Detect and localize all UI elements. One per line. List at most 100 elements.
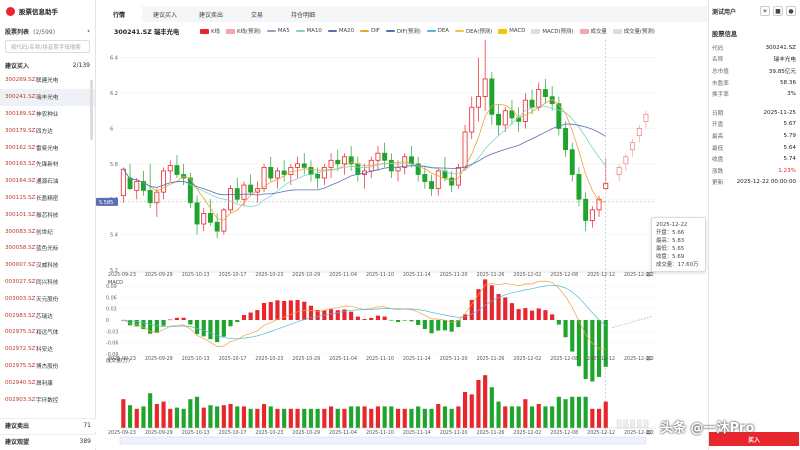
candle-body [502,110,508,126]
legend-item[interactable]: MACD [498,27,525,35]
stock-list-item[interactable]: 002983.SZ 芯瑞达 [0,307,95,324]
macd-bar [469,299,474,320]
macd-bar [148,320,153,334]
macd-bar [288,300,293,320]
legend-item[interactable]: 成交量(预测) [612,27,655,35]
macd-bar [509,303,515,320]
kline-chart[interactable]: 6.46.265.85.65.45.25.5852025-09-232025-0… [96,36,708,450]
lock-icon[interactable]: ■ [773,6,783,16]
stock-list-item[interactable]: 300101.SZ 振芯科技 [0,206,95,223]
stock-list-item[interactable]: 300007.SZ 汉威科技 [0,257,95,274]
stock-list-item[interactable]: 300164.SZ 通源石油 [0,173,95,190]
volume-bar [543,406,548,428]
candle-body [475,96,481,108]
x-tick-label: 2025-12-08 [550,430,578,436]
user-name[interactable]: 测试用户 [712,8,737,16]
macd-bar [154,320,159,333]
stock-list-item[interactable]: 300241.SZ 瑞丰光电 [0,88,95,106]
volume-bar [268,406,273,428]
macd-tick-label: -0.06 [106,341,118,347]
tab-2[interactable]: 建议卖出 [198,11,223,19]
candle-body [241,184,247,200]
user-row: 测试用户 ☀ ■ ● [709,0,800,22]
legend-label: K线 [211,29,220,35]
legend-swatch [295,30,305,32]
legend-item[interactable]: MA10 [295,27,322,35]
x-tick-label: 2025-09-23 [108,430,136,436]
legend-item[interactable]: K线(预测) [225,27,261,35]
zoom-slider [119,436,647,445]
stock-list-item[interactable]: 300115.SZ 长盈精密 [0,190,95,207]
stock-list-item[interactable]: 002972.SZ 科安达 [0,341,95,358]
candle-body [187,177,193,204]
legend-swatch [200,28,209,34]
candle-body [435,170,441,190]
volume-bar [154,404,159,428]
stock-name: 通源石油 [36,179,59,186]
stock-list-item[interactable]: 300189.SZ 神农种业 [0,106,95,123]
stock-list-item[interactable]: 002940.SZ 昂利康 [0,374,95,391]
volume-bar [576,396,582,428]
user-icon[interactable]: ● [786,6,796,16]
stock-list-item[interactable]: 300163.SZ 先锋新材 [0,156,95,173]
macd-bar [248,312,253,320]
legend-item[interactable]: DIF(预测) [385,27,421,35]
volume-bar [181,408,186,428]
stock-search-input[interactable]: 按代码/名称/拼音首字母搜索 [5,40,90,53]
stock-list-item[interactable]: 002975.SZ 和远气体 [0,324,95,341]
tab-1[interactable]: 建议买入 [152,11,177,19]
stock-code: 003027.SZ [5,278,36,285]
stock-name: 长盈精密 [36,195,59,202]
legend-swatch [612,28,622,34]
stock-list-item[interactable]: 300083.SZ 创世纪 [0,223,95,240]
stock-code: 002983.SZ [5,312,36,319]
macd-bar [235,320,240,323]
stock-list-item[interactable]: 300179.SZ 四方达 [0,122,95,139]
legend-item[interactable]: MA20 [327,27,354,35]
x-tick-label: 2025-10-29 [292,272,320,278]
legend-item[interactable]: 成交量 [579,27,607,35]
buy-button[interactable]: 买入 [709,432,799,446]
info-value: 39.85亿元 [768,68,796,75]
stock-list-item[interactable]: 003027.SZ 同兴科技 [0,274,95,291]
dea-line [123,284,607,340]
volume-label: 成交量(万) [106,357,130,364]
volume-bar [509,406,515,428]
macd-bar [416,320,421,325]
info-value: 2025-11-25 [763,109,796,116]
watch-section-header[interactable]: 建议观望 389 [0,434,96,448]
stock-code: 003003.SZ [5,295,36,302]
legend-item[interactable]: K线 [200,27,220,35]
stock-list-item[interactable]: 002975.SZ 博杰股份 [0,358,95,375]
stock-list-item[interactable]: 300058.SZ 蓝色光标 [0,240,95,257]
stock-list-item[interactable]: 002903.SZ 宇环数控 [0,391,95,408]
stock-code: 002975.SZ [5,329,36,336]
price-tick-label: 5.8 [110,162,118,168]
volume-bar [208,405,213,428]
legend-item[interactable]: MACD(预测) [531,27,574,35]
legend-label: K线(预测) [236,29,261,35]
stock-name: 瑞丰光电 [36,95,59,102]
watch-section-title: 建议观望 [5,439,30,446]
x-tick-end: 第2 [646,355,654,362]
buy-section-header[interactable]: 建议买入 2/139 [0,58,95,72]
stock-list-item[interactable]: 300269.SZ 联建光电 [0,72,95,89]
tab-4[interactable]: 持仓明细 [290,11,315,19]
candle-body [482,78,488,98]
legend-item[interactable]: DEA [426,27,449,35]
stock-list-scrollbar[interactable] [90,80,93,140]
collapse-sidebar-icon[interactable]: ‹ [87,27,90,35]
stock-list-item[interactable]: 003003.SZ 天元股份 [0,290,95,307]
sell-section-header[interactable]: 建议卖出 71 [0,418,96,432]
macd-bar [161,320,166,326]
legend-item[interactable]: DIF [360,27,380,35]
chart-stock-label: 300241.SZ 瑞丰光电 [114,29,180,36]
tab-3[interactable]: 交易 [250,11,263,19]
volume-bar [536,404,541,428]
legend-item[interactable]: DEA(预测) [454,27,492,35]
legend-item[interactable]: MA5 [266,27,290,35]
info-row: 最高 5.79 [709,130,800,142]
stock-list-item[interactable]: 300162.SZ 雷曼光电 [0,139,95,156]
sun-icon[interactable]: ☀ [760,6,770,16]
tab-0[interactable]: 行情 [96,6,142,22]
